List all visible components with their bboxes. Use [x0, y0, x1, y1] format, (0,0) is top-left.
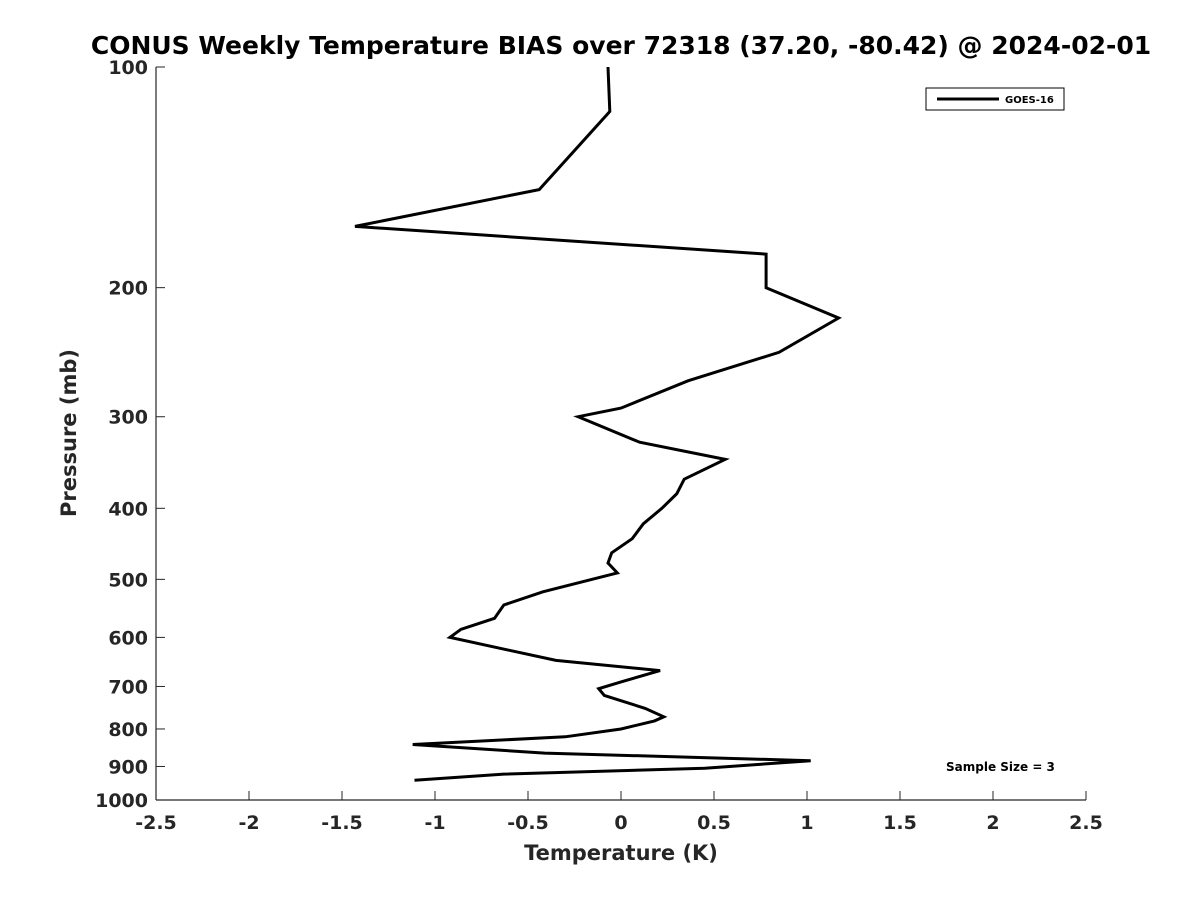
y-tick-label: 100	[108, 57, 148, 79]
x-tick-label: 0	[614, 812, 627, 834]
sample-size-annotation: Sample Size = 3	[946, 760, 1055, 774]
series-line-goes-16	[354, 66, 842, 782]
y-axis-label: Pressure (mb)	[57, 349, 81, 517]
x-tick-label: -1.5	[321, 812, 363, 834]
y-tick-label: 300	[108, 407, 148, 429]
y-tick-label: 400	[108, 498, 148, 520]
series-group	[354, 66, 842, 782]
x-tick-label: 1	[800, 812, 813, 834]
legend: GOES-16	[925, 87, 1065, 111]
x-axis-label: Temperature (K)	[524, 841, 718, 865]
x-tick-label: -1	[424, 812, 445, 834]
x-tick-label: 0.5	[697, 812, 731, 834]
y-tick-label: 1000	[95, 790, 148, 812]
y-tick-label: 800	[108, 719, 148, 741]
y-tick-label: 200	[108, 278, 148, 300]
x-tick-label: 2	[986, 812, 999, 834]
chart-title: CONUS Weekly Temperature BIAS over 72318…	[91, 31, 1151, 60]
x-tick-label: -2	[238, 812, 259, 834]
x-tick-label: -2.5	[135, 812, 177, 834]
x-tick-label: 2.5	[1069, 812, 1103, 834]
y-tick-label: 600	[108, 627, 148, 649]
x-axis-ticks: -2.5 -2 -1.5 -1 -0.5 0 0.5 1 1.5 2 2.5	[135, 791, 1103, 834]
y-axis-ticks: 100 200 300 400 500 600 700 800 900 1000	[95, 57, 165, 812]
legend-label-goes-16: GOES-16	[1005, 95, 1054, 106]
y-tick-label: 900	[108, 756, 148, 778]
x-tick-label: 1.5	[883, 812, 917, 834]
y-tick-label: 500	[108, 569, 148, 591]
y-tick-label: 700	[108, 676, 148, 698]
x-tick-label: -0.5	[507, 812, 549, 834]
